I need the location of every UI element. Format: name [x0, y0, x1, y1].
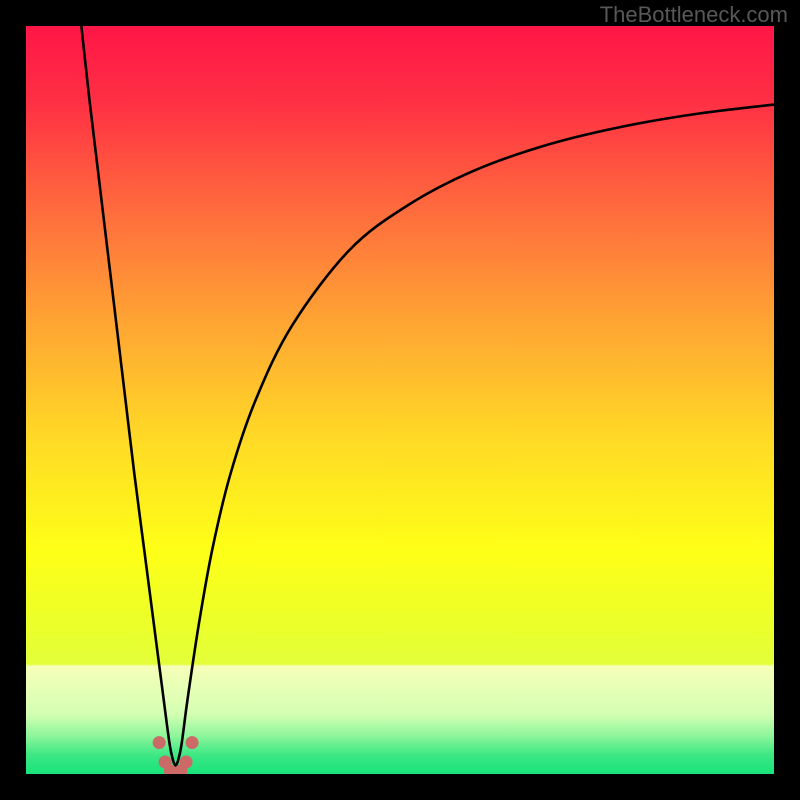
cusp-marker [186, 737, 198, 749]
cusp-marker [180, 756, 192, 768]
cusp-marker [153, 737, 165, 749]
watermark-text: TheBottleneck.com [600, 2, 788, 28]
chart-svg [26, 26, 774, 774]
plot-area [26, 26, 774, 774]
gradient-background [26, 26, 774, 774]
